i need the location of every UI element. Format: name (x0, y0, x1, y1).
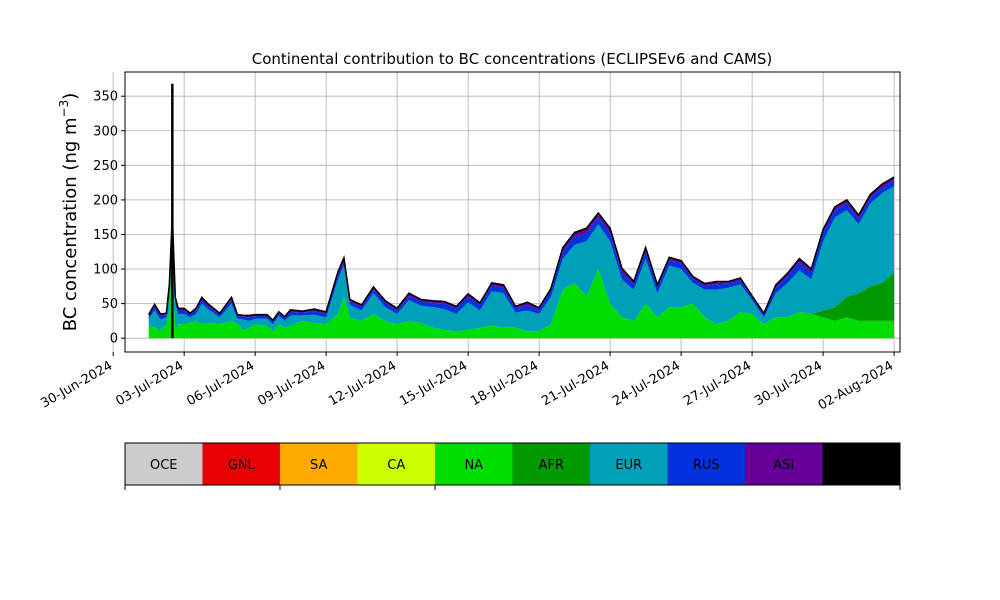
x-tick-label: 12-Jul-2024 (326, 358, 399, 409)
x-tick-label: 03-Jul-2024 (113, 358, 186, 409)
area-series-rus (148, 180, 895, 325)
y-axis-label-superscript: −3 (57, 100, 71, 118)
x-tick-label: 09-Jul-2024 (255, 358, 328, 409)
svg-text:BC concentration (ng m−3): BC concentration (ng m−3) (57, 93, 81, 332)
area-series-na (148, 248, 895, 339)
x-tick-label: 24-Jul-2024 (610, 358, 683, 409)
y-tick-label: 150 (93, 228, 118, 243)
x-tick-label: 18-Jul-2024 (468, 358, 541, 409)
y-tick-label: 250 (93, 159, 118, 174)
legend-swatch-afr (512, 443, 590, 485)
legend-swatch-eur (590, 443, 668, 485)
legend-label-rus: RUS (693, 458, 720, 473)
area-series-eur (148, 186, 895, 332)
legend-swatch-rus (667, 443, 745, 485)
legend-frame (124, 442, 901, 486)
x-tick-label: 27-Jul-2024 (681, 358, 754, 409)
y-tick-label: 300 (93, 124, 118, 139)
y-axis-label-close: ) (60, 93, 81, 100)
legend-label-ca: CA (387, 458, 405, 473)
y-axis-label-main: BC concentration (ng m (60, 117, 81, 331)
x-tick-label: 02-Aug-2024 (816, 358, 896, 413)
legend-label-na: NA (464, 458, 483, 473)
x-tick-label: 30-Jun-2024 (38, 358, 115, 411)
legend-label-oce: OCE (150, 458, 178, 473)
legend-swatch-asi (745, 443, 823, 485)
stacked-areas (148, 177, 895, 339)
legend: OCE GNL SA CA NA AFR EUR RUS ASI AUS (124, 442, 901, 490)
y-axis-label: BC concentration (ng m−3) (57, 93, 81, 332)
x-tick-label: 21-Jul-2024 (539, 358, 612, 409)
chart-title: Continental contribution to BC concentra… (252, 50, 773, 68)
legend-swatch-sa (280, 443, 358, 485)
legend-swatch-ca (357, 443, 435, 485)
x-tick-label: 30-Jul-2024 (752, 358, 825, 409)
x-tick-label: 15-Jul-2024 (397, 358, 470, 409)
total-line (148, 176, 895, 322)
legend-label-gnl: GNL (228, 458, 256, 473)
legend-label-asi: ASI (773, 458, 794, 473)
y-tick-label: 200 (93, 193, 118, 208)
plot-area: 0 50 100 150 200 250 300 350 30-Jun-202403-Jul-2… (38, 71, 901, 414)
axes-frame (124, 71, 901, 353)
legend-label-eur: EUR (615, 458, 642, 473)
legend-swatch-aus (822, 443, 900, 485)
legend-label-aus: AUS (848, 458, 875, 473)
legend-swatch-gnl (202, 443, 280, 485)
x-tick-label: 06-Jul-2024 (184, 358, 257, 409)
legend-label-sa: SA (310, 458, 327, 473)
y-tick-label: 100 (93, 263, 118, 278)
y-tick-label: 50 (101, 297, 118, 312)
y-tick-label: 350 (93, 90, 118, 105)
legend-label-afr: AFR (539, 458, 564, 473)
legend-swatch-na (435, 443, 513, 485)
y-tick-label: 0 (110, 332, 118, 347)
legend-swatch-oce (125, 443, 203, 485)
